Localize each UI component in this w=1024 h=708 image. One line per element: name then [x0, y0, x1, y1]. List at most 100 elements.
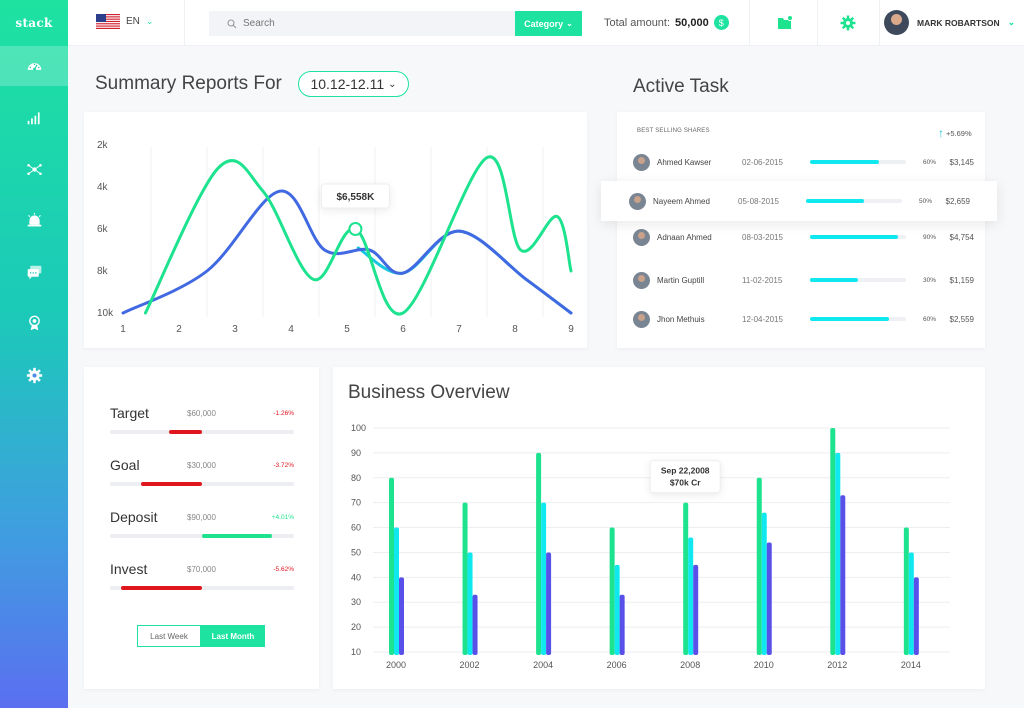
summary-title: Summary Reports For — [95, 73, 282, 94]
x-tick-label: 2010 — [754, 660, 774, 670]
last-week-button[interactable]: Last Week — [137, 625, 201, 647]
total-value: 50,000 — [675, 16, 709, 29]
task-name: Ahmed Kawser — [657, 157, 712, 167]
last-month-button[interactable]: Last Month — [201, 625, 265, 647]
task-row[interactable]: Martin Guptill 11-02-2015 30% $1,159 — [633, 269, 974, 291]
task-progress-fill — [806, 199, 864, 203]
task-percent: 60% — [922, 158, 936, 166]
settings-gear-icon[interactable] — [840, 15, 856, 31]
alarm-icon — [27, 212, 41, 227]
x-tick-label: 8 — [512, 324, 518, 335]
target-track — [110, 430, 294, 434]
task-date: 02-06-2015 — [742, 157, 783, 167]
task-name: Nayeem Ahmed — [653, 196, 710, 206]
target-label: Invest — [110, 561, 148, 577]
task-percent: 60% — [922, 315, 936, 323]
task-progress-bar — [810, 317, 906, 321]
target-label: Goal — [110, 457, 140, 473]
avatar — [633, 153, 650, 171]
task-progress-bar — [806, 199, 902, 203]
sidebar-item-network[interactable] — [0, 149, 68, 189]
active-task-card — [617, 112, 985, 348]
sidebar-item-settings[interactable] — [0, 355, 68, 395]
series-line — [121, 189, 573, 315]
category-label: Category — [524, 18, 564, 29]
target-value: $60,000 — [187, 409, 216, 418]
task-row[interactable]: Adnaan Ahmed 08-03-2015 90% $4,754 — [633, 226, 974, 248]
chevron-down-icon: ⌄ — [1007, 17, 1016, 27]
bar-tooltip-box — [649, 460, 721, 494]
task-date: 05-08-2015 — [738, 196, 779, 206]
x-tick-label: 7 — [456, 324, 462, 335]
bar — [903, 527, 909, 655]
bar — [835, 452, 841, 655]
target-value: $70,000 — [187, 565, 216, 574]
task-row[interactable]: Nayeem Ahmed 05-08-2015 50% $2,659 — [601, 181, 997, 221]
search-bar — [209, 11, 515, 36]
x-tick-label: 2004 — [533, 660, 553, 670]
bar — [536, 452, 542, 655]
series-line — [143, 155, 573, 316]
search-input[interactable] — [243, 18, 483, 29]
task-name: Martin Guptill — [657, 275, 705, 285]
avatar — [633, 271, 650, 289]
avatar — [633, 228, 650, 246]
bar — [761, 512, 767, 655]
chat-icon — [27, 265, 41, 279]
x-tick-label: 3 — [232, 324, 238, 335]
task-progress-bar — [810, 278, 906, 282]
summary-chart-card — [84, 112, 587, 348]
bar — [394, 527, 399, 655]
target-value: $30,000 — [187, 461, 216, 470]
task-amount: $2,559 — [949, 314, 974, 324]
bar — [756, 477, 762, 655]
sidebar-item-messages[interactable] — [0, 252, 68, 292]
task-progress-fill — [810, 317, 889, 321]
task-row[interactable]: Ahmed Kawser 02-06-2015 60% $3,145 — [633, 151, 974, 173]
x-tick-label: 4 — [288, 324, 294, 335]
avatar — [629, 192, 646, 210]
y-tick-label: 80 — [351, 473, 361, 483]
bar — [614, 564, 620, 655]
y-tick-label: 90 — [351, 448, 361, 458]
date-range-selector[interactable]: 10.12-12.11 ⌄ — [298, 71, 409, 97]
sidebar-item-dashboard[interactable] — [0, 46, 68, 86]
bar-tooltip-line1: Sep 22,2008 — [661, 466, 710, 476]
y-tick-label: 2k — [97, 140, 109, 151]
sidebar-item-stats[interactable] — [0, 98, 68, 138]
chevron-down-icon: ⌄ — [566, 19, 573, 28]
target-value: $90,000 — [187, 513, 216, 522]
chevron-down-icon: ⌄ — [388, 78, 397, 90]
category-dropdown-button[interactable]: Category ⌄ — [515, 11, 582, 36]
target-track — [110, 534, 294, 538]
task-row[interactable]: Jhon Methuis 12-04-2015 60% $2,559 — [633, 308, 974, 330]
task-name: Adnaan Ahmed — [657, 232, 712, 242]
x-tick-label: 1 — [120, 324, 126, 335]
y-tick-label: 30 — [351, 597, 361, 607]
x-tick-label: 2014 — [901, 660, 921, 670]
x-tick-label: 2012 — [827, 660, 847, 670]
task-amount: $3,145 — [949, 157, 974, 167]
app-logo[interactable]: stack — [15, 16, 53, 30]
bar — [546, 552, 552, 655]
y-tick-label: 20 — [351, 622, 361, 632]
language-selector[interactable]: EN ⌄ — [96, 14, 153, 29]
sidebar-item-alarms[interactable] — [0, 201, 68, 241]
arrow-up-icon: ↑ — [938, 126, 944, 140]
total-label: Total amount: — [604, 16, 671, 29]
network-icon — [26, 163, 42, 175]
y-tick-label: 10k — [97, 308, 114, 319]
task-progress-fill — [810, 160, 880, 164]
target-label: Target — [110, 405, 149, 421]
task-percent: 30% — [922, 276, 936, 284]
sidebar-item-awards[interactable] — [0, 304, 68, 344]
user-menu[interactable]: MARK ROBARTSON ⌄ — [884, 10, 1015, 35]
us-flag-icon — [96, 14, 120, 29]
folder-notification-icon[interactable] — [777, 15, 793, 31]
target-label: Deposit — [110, 509, 158, 525]
top-header: EN ⌄ Category ⌄ Total amount: 50,000 $ M… — [68, 0, 1024, 46]
avatar — [633, 310, 650, 328]
bar — [913, 577, 919, 655]
task-date: 08-03-2015 — [742, 232, 783, 242]
